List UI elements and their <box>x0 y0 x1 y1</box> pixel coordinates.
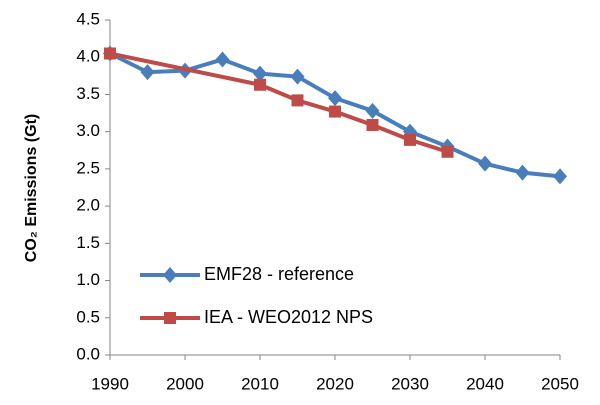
marker <box>290 68 305 85</box>
marker <box>291 94 304 107</box>
marker <box>215 51 230 68</box>
legend-label: EMF28 - reference <box>204 264 354 284</box>
y-tick-label: 3.5 <box>76 84 100 103</box>
marker <box>140 64 155 81</box>
marker <box>104 47 116 60</box>
y-tick-label: 2.0 <box>76 196 100 215</box>
legend-marker <box>164 312 176 324</box>
marker <box>366 118 379 131</box>
marker <box>553 168 567 185</box>
y-tick-label: 4.5 <box>76 9 100 28</box>
marker <box>328 90 342 107</box>
marker <box>365 102 380 119</box>
x-tick-label: 2040 <box>466 374 504 393</box>
x-tick-label: 1990 <box>91 374 129 393</box>
x-tick-label: 2020 <box>316 374 354 393</box>
marker <box>515 164 530 181</box>
marker <box>441 145 454 158</box>
y-tick-label: 2.5 <box>76 158 100 177</box>
legend-marker <box>163 267 177 283</box>
y-tick-label: 3.0 <box>76 121 100 140</box>
y-tick-label: 1.0 <box>76 270 100 289</box>
y-tick-label: 0.5 <box>76 307 100 326</box>
x-tick-label: 2010 <box>241 374 279 393</box>
y-axis-label: CO₂ Emissions (Gt) <box>23 114 40 262</box>
y-tick-label: 1.5 <box>76 233 100 252</box>
x-tick-label: 2030 <box>391 374 429 393</box>
y-tick-label: 0.0 <box>76 344 100 363</box>
marker <box>478 155 492 172</box>
marker <box>404 133 416 146</box>
x-tick-label: 2000 <box>166 374 204 393</box>
marker <box>329 105 341 118</box>
series-line <box>109 51 449 154</box>
legend-label: IEA - WEO2012 NPS <box>204 307 373 327</box>
marker <box>253 65 267 82</box>
marker <box>254 78 266 91</box>
x-tick-label: 2050 <box>541 374 579 393</box>
y-tick-label: 4.0 <box>76 47 100 66</box>
